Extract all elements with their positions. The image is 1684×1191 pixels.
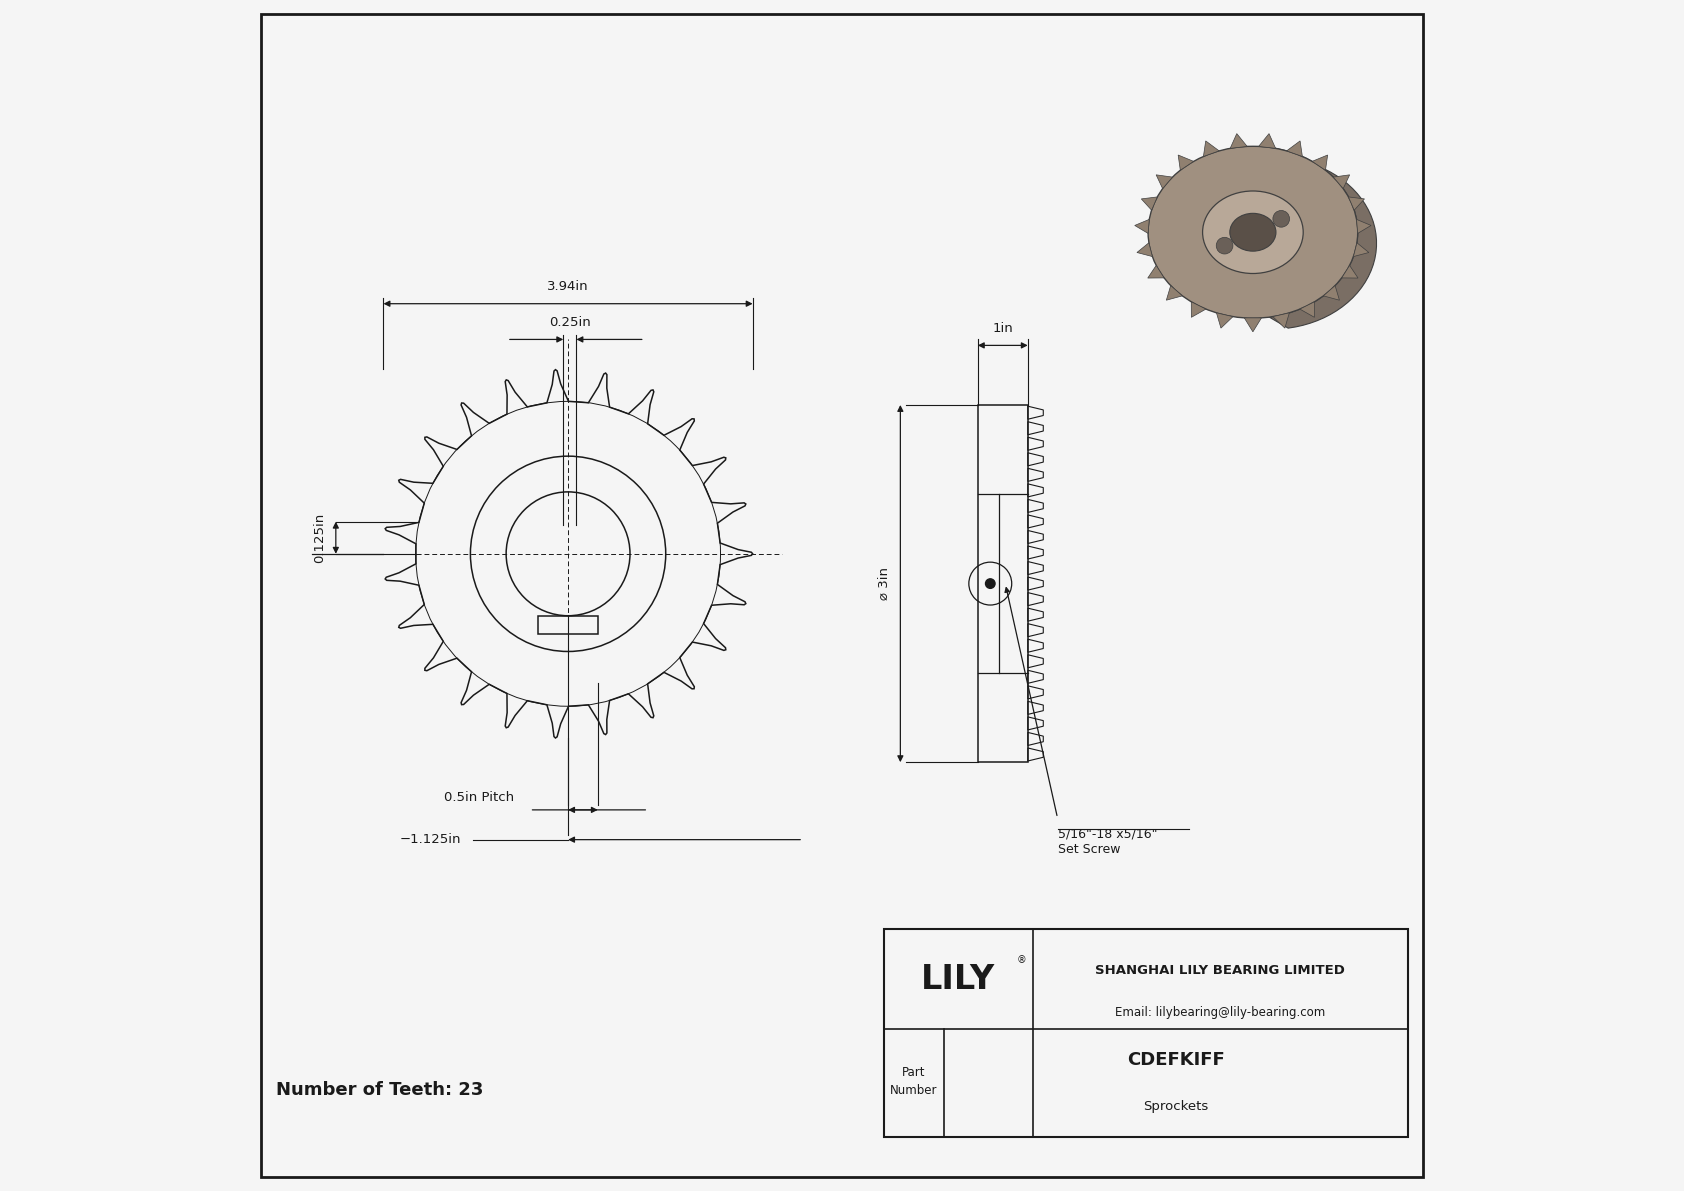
Bar xyxy=(978,405,1027,762)
Bar xyxy=(884,929,1408,1137)
Polygon shape xyxy=(1349,197,1364,210)
Text: Sprockets: Sprockets xyxy=(1143,1099,1209,1112)
Text: 3.94in: 3.94in xyxy=(547,280,589,293)
Circle shape xyxy=(1273,211,1290,227)
Text: CDEFKIFF: CDEFKIFF xyxy=(1127,1052,1224,1070)
Text: −1.125in: −1.125in xyxy=(399,834,461,846)
Polygon shape xyxy=(1179,155,1194,170)
Polygon shape xyxy=(1167,286,1182,300)
Polygon shape xyxy=(1148,266,1164,278)
Text: 0.25in: 0.25in xyxy=(549,316,591,329)
Text: ®: ® xyxy=(1015,955,1026,965)
Text: 5/16"-18 x5/16"
Set Screw: 5/16"-18 x5/16" Set Screw xyxy=(1058,828,1157,856)
Text: LILY: LILY xyxy=(921,962,995,996)
Text: 0.125in: 0.125in xyxy=(313,512,327,563)
Polygon shape xyxy=(1216,313,1233,328)
Ellipse shape xyxy=(1202,191,1303,274)
Polygon shape xyxy=(1204,141,1219,156)
Polygon shape xyxy=(1191,301,1206,317)
Polygon shape xyxy=(1137,243,1152,256)
Ellipse shape xyxy=(1229,213,1276,251)
Text: 0.5in Pitch: 0.5in Pitch xyxy=(445,791,515,804)
Text: Part
Number: Part Number xyxy=(891,1066,938,1097)
Polygon shape xyxy=(1300,301,1315,317)
Polygon shape xyxy=(1312,155,1327,170)
Text: 1in: 1in xyxy=(992,322,1014,335)
Polygon shape xyxy=(1244,318,1261,332)
Polygon shape xyxy=(1324,286,1339,300)
Polygon shape xyxy=(1142,197,1157,210)
Polygon shape xyxy=(1273,313,1290,328)
Polygon shape xyxy=(1270,148,1376,329)
Polygon shape xyxy=(1157,175,1172,188)
Polygon shape xyxy=(1231,133,1248,149)
Text: Email: lilybearing@lily-bearing.com: Email: lilybearing@lily-bearing.com xyxy=(1115,1006,1325,1018)
Polygon shape xyxy=(1135,219,1148,233)
Polygon shape xyxy=(1357,219,1371,233)
Polygon shape xyxy=(1334,175,1349,188)
Polygon shape xyxy=(1354,243,1369,256)
Polygon shape xyxy=(1287,141,1302,156)
Ellipse shape xyxy=(1148,146,1357,318)
Text: Number of Teeth: 23: Number of Teeth: 23 xyxy=(276,1080,483,1099)
Polygon shape xyxy=(1258,133,1275,149)
Circle shape xyxy=(1216,237,1233,254)
Text: SHANGHAI LILY BEARING LIMITED: SHANGHAI LILY BEARING LIMITED xyxy=(1096,965,1346,977)
Text: ⌀ 3in: ⌀ 3in xyxy=(877,567,891,600)
Polygon shape xyxy=(1342,266,1357,278)
Circle shape xyxy=(985,579,995,588)
